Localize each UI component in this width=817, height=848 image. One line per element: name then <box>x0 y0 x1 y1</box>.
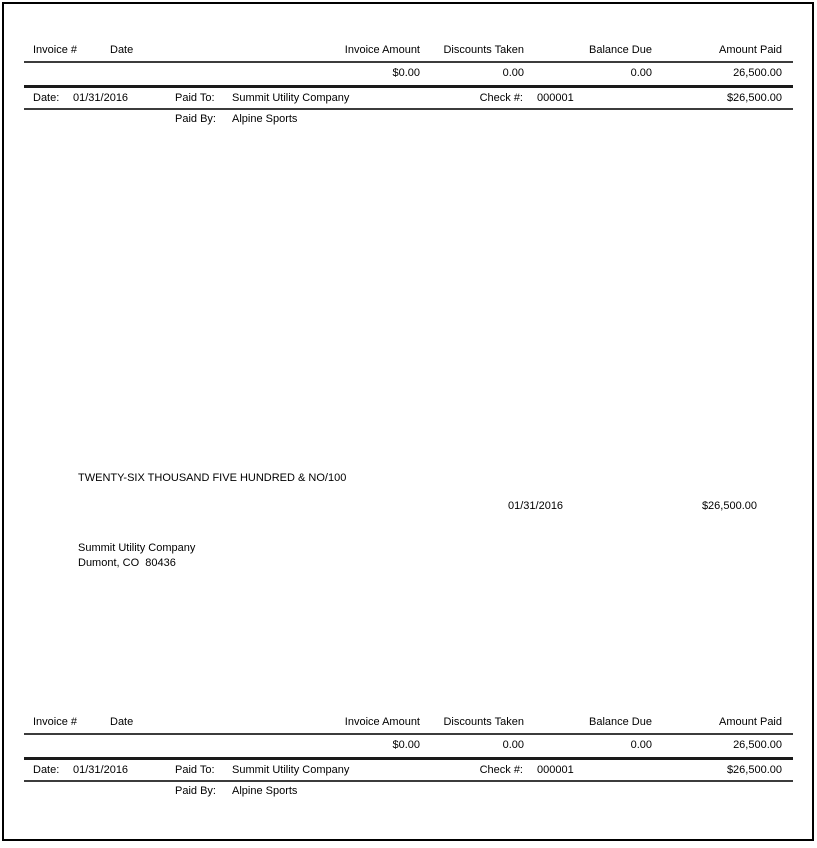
check-amount-paid-value: $26,500.00 <box>726 92 782 104</box>
payee-city-state-zip: Dumont, CO 80436 <box>78 557 176 569</box>
check-date: 01/31/2016 <box>508 500 564 512</box>
total-amount-paid: 26,500.00 <box>733 67 782 79</box>
detail-underline-rule <box>24 108 793 110</box>
column-header-balance-due: Balance Due <box>589 716 652 728</box>
totals-separator-rule <box>24 757 793 760</box>
total-invoice-amount: $0.00 <box>392 67 420 79</box>
total-discounts-taken: 0.00 <box>502 67 524 79</box>
total-invoice-amount: $0.00 <box>392 739 420 751</box>
paid-by-value: Alpine Sports <box>232 785 298 797</box>
date-value: 01/31/2016 <box>73 764 129 776</box>
paid-to-value: Summit Utility Company <box>232 764 350 776</box>
date-label: Date: <box>33 764 60 776</box>
paid-to-value: Summit Utility Company <box>232 92 350 104</box>
totals-separator-rule <box>24 85 793 88</box>
paid-by-label: Paid By: <box>175 785 216 797</box>
total-amount-paid: 26,500.00 <box>733 739 782 751</box>
column-header-invoice-number: Invoice # <box>33 44 78 56</box>
column-header-invoice-amount: Invoice Amount <box>344 716 420 728</box>
total-discounts-taken: 0.00 <box>502 739 524 751</box>
check-number-value: 000001 <box>537 92 574 104</box>
column-header-invoice-number: Invoice # <box>33 716 78 728</box>
header-underline-rule <box>24 61 793 63</box>
column-header-date: Date <box>110 716 134 728</box>
check-numeric-amount: $26,500.00 <box>701 500 757 512</box>
date-value: 01/31/2016 <box>73 92 129 104</box>
amount-in-words: TWENTY-SIX THOUSAND FIVE HUNDRED & NO/10… <box>78 472 347 484</box>
detail-underline-rule <box>24 780 793 782</box>
column-header-invoice-amount: Invoice Amount <box>344 44 420 56</box>
paid-to-label: Paid To: <box>175 92 215 104</box>
column-header-discounts-taken: Discounts Taken <box>443 44 524 56</box>
column-header-discounts-taken: Discounts Taken <box>443 716 524 728</box>
header-underline-rule <box>24 733 793 735</box>
payee-name: Summit Utility Company <box>78 542 196 554</box>
total-balance-due: 0.00 <box>630 739 652 751</box>
column-header-date: Date <box>110 44 134 56</box>
paid-by-value: Alpine Sports <box>232 113 298 125</box>
check-amount-paid-value: $26,500.00 <box>726 764 782 776</box>
column-header-amount-paid: Amount Paid <box>719 44 782 56</box>
total-balance-due: 0.00 <box>630 67 652 79</box>
check-number-value: 000001 <box>537 764 574 776</box>
column-header-amount-paid: Amount Paid <box>719 716 782 728</box>
check-number-label: Check #: <box>479 764 523 776</box>
column-header-balance-due: Balance Due <box>589 44 652 56</box>
paid-to-label: Paid To: <box>175 764 215 776</box>
paid-by-label: Paid By: <box>175 113 216 125</box>
date-label: Date: <box>33 92 60 104</box>
check-number-label: Check #: <box>479 92 523 104</box>
